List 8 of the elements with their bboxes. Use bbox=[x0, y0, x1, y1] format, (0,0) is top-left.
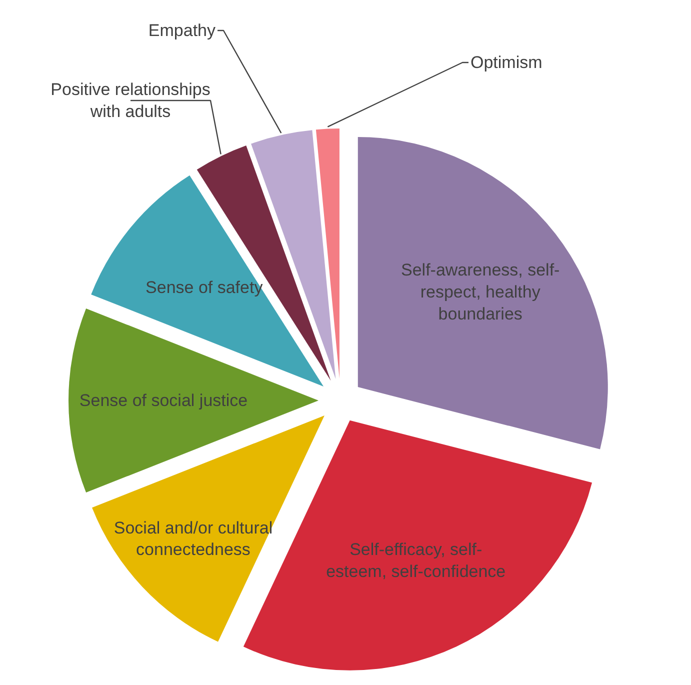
slice-label: Social and/or cultural connectedness bbox=[114, 518, 273, 560]
slice-label: Positive relationships with adults bbox=[50, 80, 210, 121]
slice-label: Optimism bbox=[470, 53, 542, 72]
slice-label: Sense of safety bbox=[146, 278, 264, 298]
slice-label: Sense of social justice bbox=[79, 391, 248, 410]
slice-label: Empathy bbox=[148, 21, 216, 40]
slice-label: Self-awareness, self-respect, healthy boundaries bbox=[400, 260, 560, 324]
slice-label: Self-efficacy, self-esteem, self-confidence bbox=[326, 540, 506, 582]
